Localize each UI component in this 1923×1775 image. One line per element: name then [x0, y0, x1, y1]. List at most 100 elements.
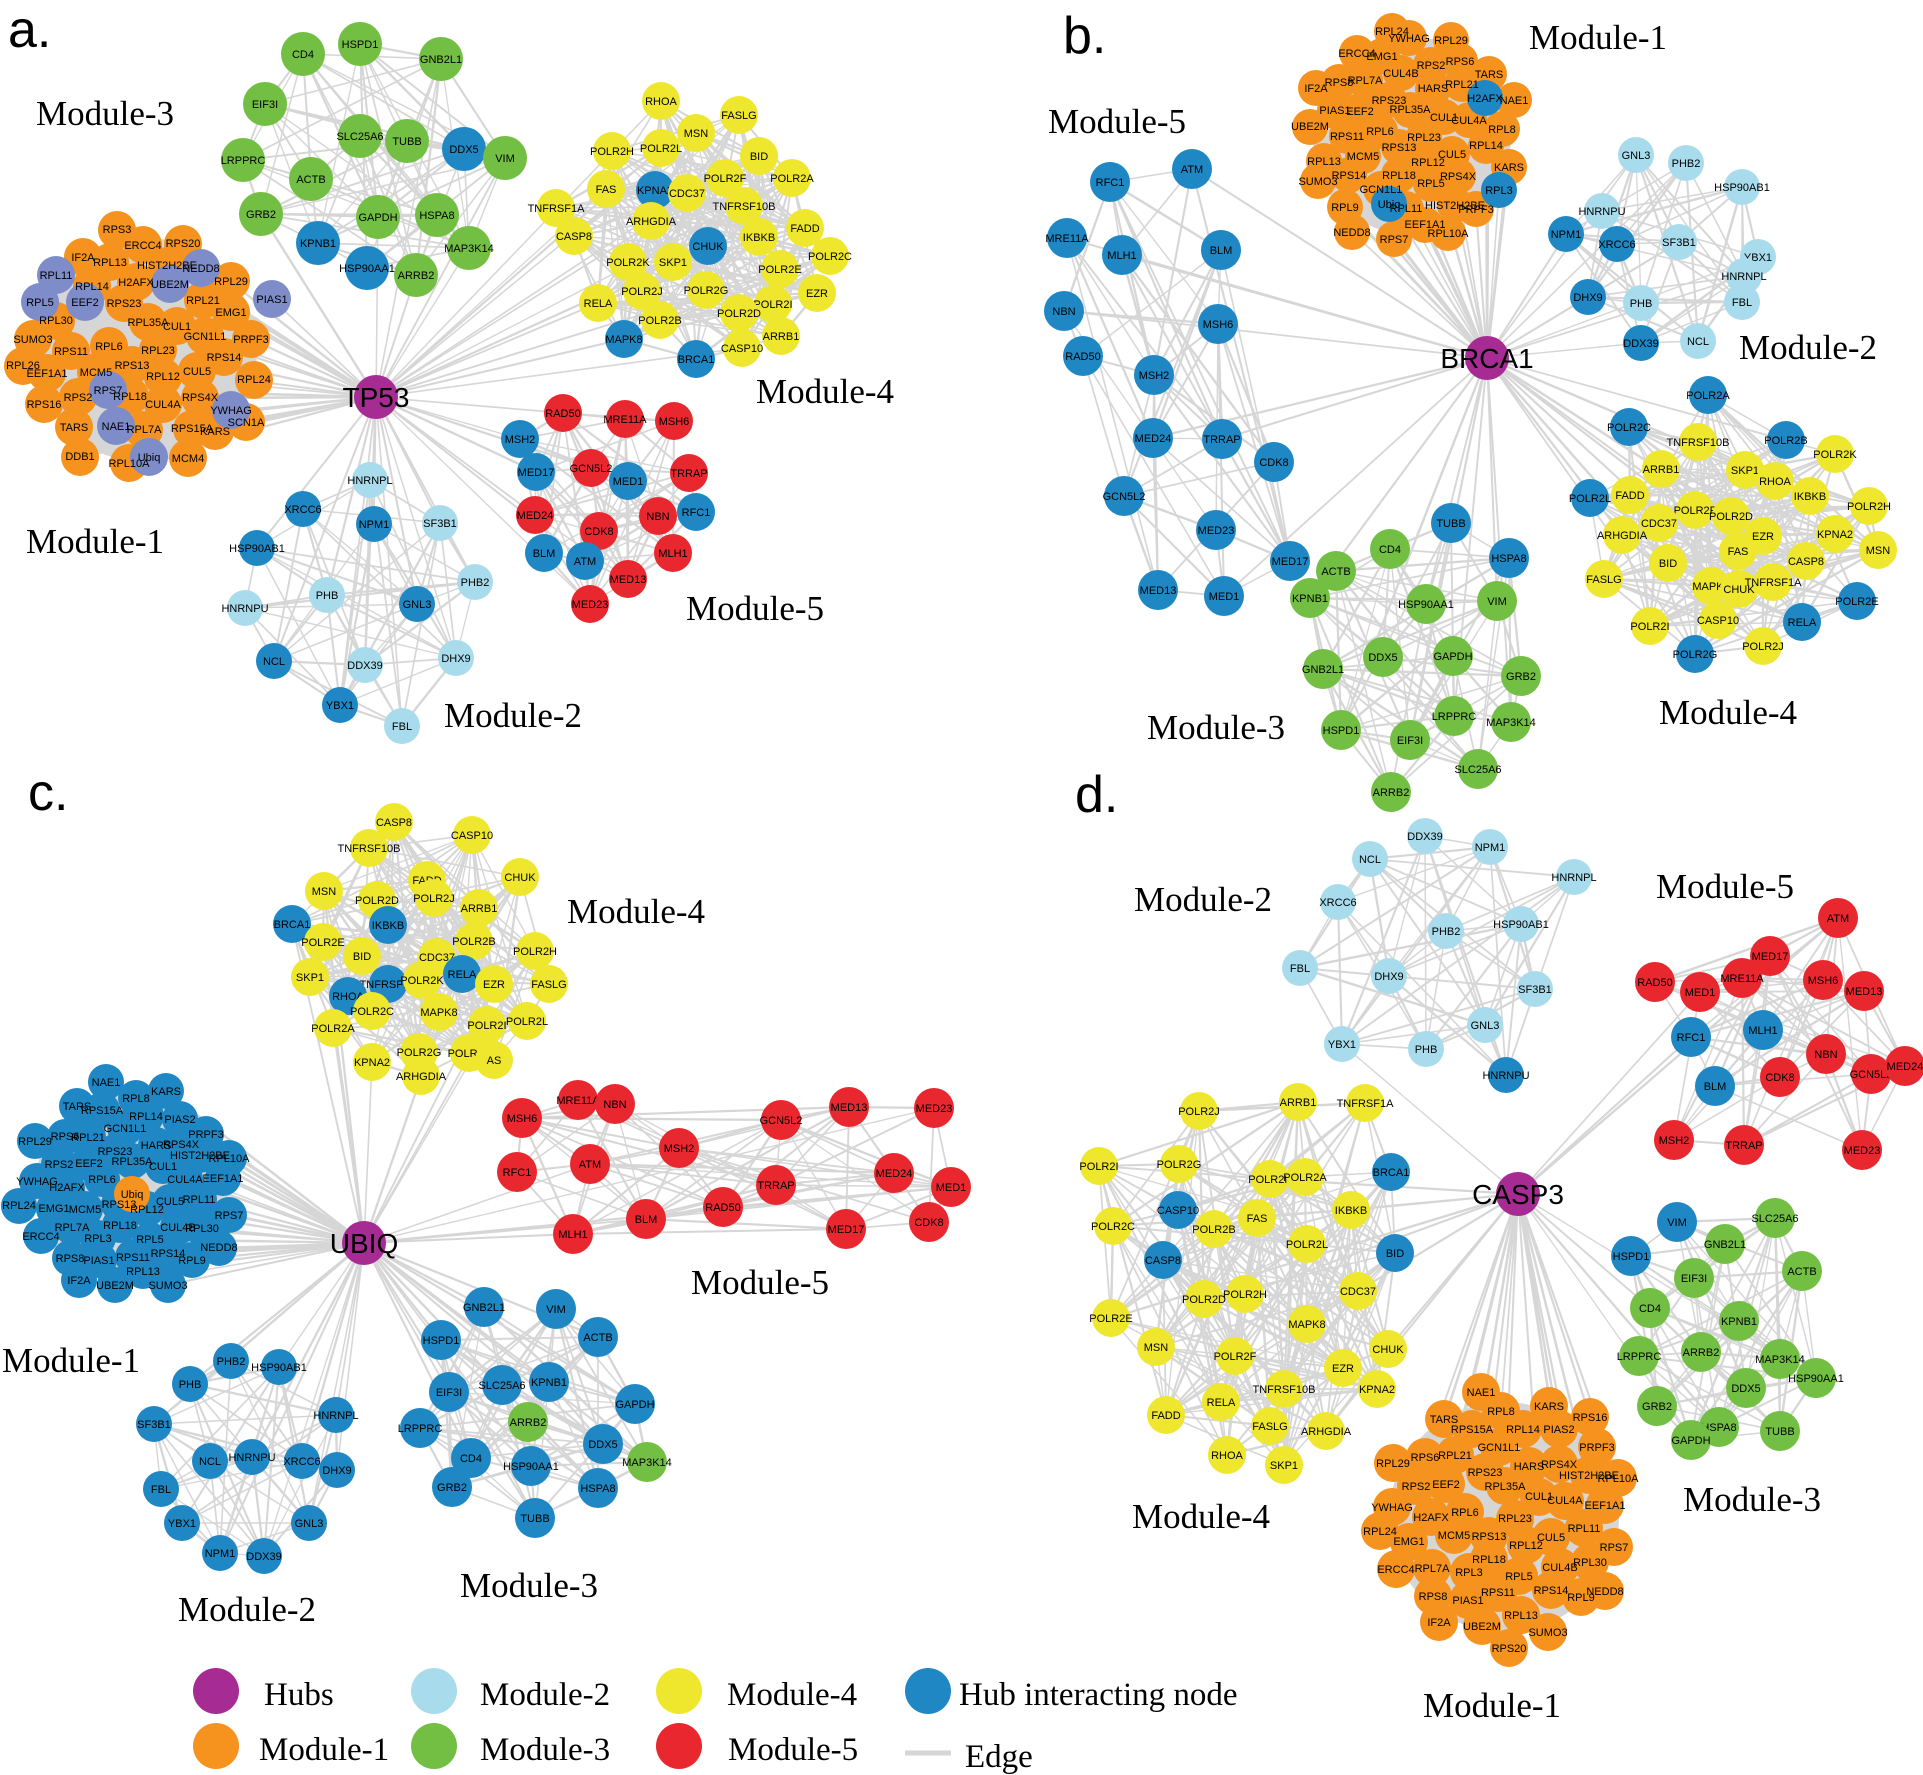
svg-text:NCL: NCL — [199, 1456, 221, 1468]
svg-text:SKP1: SKP1 — [1270, 1460, 1298, 1472]
svg-text:MSN: MSN — [312, 886, 337, 898]
svg-text:ARRB2: ARRB2 — [398, 270, 435, 282]
svg-text:EZR: EZR — [806, 288, 828, 300]
svg-text:SF3B1: SF3B1 — [1518, 984, 1552, 996]
svg-text:RPS6: RPS6 — [51, 1131, 80, 1143]
svg-text:POLR2A: POLR2A — [311, 1023, 355, 1035]
svg-text:RPL7A: RPL7A — [1348, 75, 1384, 87]
svg-text:CDC37: CDC37 — [669, 188, 705, 200]
svg-text:RPL7A: RPL7A — [1415, 1563, 1451, 1575]
svg-text:POLR2J: POLR2J — [413, 893, 455, 905]
svg-text:KPNA2: KPNA2 — [637, 185, 673, 197]
svg-text:RPL13: RPL13 — [1307, 156, 1341, 168]
svg-text:RPL24: RPL24 — [1363, 1526, 1397, 1538]
svg-text:RPS15A: RPS15A — [171, 423, 214, 435]
svg-text:HNRNPU: HNRNPU — [221, 603, 268, 615]
svg-text:KARS: KARS — [1534, 1401, 1564, 1413]
svg-text:YBX1: YBX1 — [326, 700, 354, 712]
svg-text:HSPA8: HSPA8 — [1701, 1422, 1736, 1434]
svg-text:ERCC4: ERCC4 — [124, 240, 161, 252]
svg-text:MED17: MED17 — [1272, 556, 1309, 568]
svg-text:RPL18: RPL18 — [103, 1220, 137, 1232]
svg-text:RPS8: RPS8 — [1419, 1591, 1448, 1603]
svg-text:RPL8: RPL8 — [122, 1093, 150, 1105]
svg-text:PHB2: PHB2 — [461, 577, 490, 589]
svg-text:EMG1: EMG1 — [38, 1203, 69, 1215]
svg-text:SLC25A6: SLC25A6 — [336, 131, 383, 143]
svg-text:EIF3I: EIF3I — [1397, 735, 1423, 747]
svg-text:IF2A: IF2A — [1304, 83, 1328, 95]
svg-text:Module-4: Module-4 — [1132, 1497, 1270, 1536]
svg-text:ARRB2: ARRB2 — [510, 1417, 547, 1429]
svg-text:KPNB1: KPNB1 — [1292, 593, 1328, 605]
svg-text:PHB2: PHB2 — [217, 1356, 246, 1368]
svg-text:POLR2K: POLR2K — [606, 257, 650, 269]
svg-text:RPS11: RPS11 — [54, 346, 88, 358]
svg-text:MED17: MED17 — [518, 467, 555, 479]
svg-text:MSH2: MSH2 — [1659, 1135, 1690, 1147]
svg-text:RPL13: RPL13 — [93, 257, 127, 269]
svg-text:RPL3: RPL3 — [1455, 1567, 1483, 1579]
svg-text:Module-4: Module-4 — [727, 1677, 857, 1713]
svg-text:POLR2B: POLR2B — [638, 315, 681, 327]
svg-text:CDC37: CDC37 — [1641, 518, 1677, 530]
svg-text:FADD: FADD — [1151, 1410, 1180, 1422]
svg-text:RPS16: RPS16 — [1573, 1412, 1608, 1424]
svg-text:RPS14: RPS14 — [1332, 170, 1367, 182]
svg-text:RPL6: RPL6 — [1366, 126, 1394, 138]
svg-text:DDB1: DDB1 — [65, 451, 94, 463]
svg-text:HSP90AB1: HSP90AB1 — [1493, 919, 1549, 931]
svg-text:MED24: MED24 — [1135, 433, 1172, 445]
svg-text:RFC1: RFC1 — [503, 1167, 532, 1179]
svg-text:RPS7: RPS7 — [1600, 1542, 1629, 1554]
svg-text:TRRAP: TRRAP — [670, 468, 707, 480]
svg-text:RPS23: RPS23 — [1372, 95, 1407, 107]
svg-text:ACTB: ACTB — [583, 1332, 612, 1344]
svg-text:CASP8: CASP8 — [1788, 556, 1824, 568]
svg-text:TARS: TARS — [1475, 69, 1504, 81]
svg-text:RPL5: RPL5 — [136, 1234, 164, 1246]
svg-text:YWHAG: YWHAG — [1371, 1502, 1413, 1514]
svg-text:EZR: EZR — [483, 979, 505, 991]
svg-text:BID: BID — [1386, 1248, 1404, 1260]
svg-text:RPL35A: RPL35A — [128, 317, 170, 329]
svg-text:Module-5: Module-5 — [1656, 867, 1794, 906]
svg-text:RPL13: RPL13 — [1504, 1610, 1538, 1622]
svg-text:CASP8: CASP8 — [376, 817, 412, 829]
svg-text:LRPPRC: LRPPRC — [221, 155, 266, 167]
svg-text:RFC1: RFC1 — [1096, 177, 1125, 189]
svg-text:RPL6: RPL6 — [1451, 1507, 1479, 1519]
svg-text:MAP3K14: MAP3K14 — [444, 243, 494, 255]
svg-text:Module-5: Module-5 — [691, 1263, 829, 1302]
svg-text:HSP90AA1: HSP90AA1 — [1398, 599, 1454, 611]
svg-text:NAE1: NAE1 — [1467, 1387, 1496, 1399]
svg-text:GNB2L1: GNB2L1 — [1704, 1239, 1746, 1251]
svg-text:ARHGDIA: ARHGDIA — [1301, 1426, 1352, 1438]
svg-text:MSH6: MSH6 — [507, 1113, 538, 1125]
svg-text:ACTB: ACTB — [1321, 566, 1350, 578]
svg-text:MSH6: MSH6 — [1808, 975, 1839, 987]
svg-text:TUBB: TUBB — [520, 1513, 549, 1525]
svg-text:CUL4A: CUL4A — [145, 399, 181, 411]
svg-text:IF2A: IF2A — [67, 1275, 91, 1287]
svg-text:RPS11: RPS11 — [1481, 1587, 1515, 1599]
svg-text:RPS8: RPS8 — [1325, 77, 1354, 89]
svg-text:RPL9: RPL9 — [178, 1255, 206, 1267]
svg-text:Module-5: Module-5 — [1048, 102, 1186, 141]
svg-text:POLR2D: POLR2D — [355, 895, 399, 907]
svg-text:EEF2: EEF2 — [71, 297, 99, 309]
svg-text:CASP10: CASP10 — [721, 343, 763, 355]
svg-text:RPL14: RPL14 — [1469, 140, 1503, 152]
svg-text:CUL4B: CUL4B — [1542, 1562, 1577, 1574]
svg-text:VIM: VIM — [1667, 1217, 1687, 1229]
svg-text:RPS4X: RPS4X — [1541, 1459, 1578, 1471]
svg-text:CUL5: CUL5 — [1438, 149, 1466, 161]
svg-text:SKP1: SKP1 — [659, 257, 687, 269]
svg-text:ARHGDIA: ARHGDIA — [396, 1071, 447, 1083]
svg-text:MAPK8: MAPK8 — [605, 334, 642, 346]
svg-text:PRPF3: PRPF3 — [1579, 1442, 1614, 1454]
svg-text:SKP1: SKP1 — [296, 972, 324, 984]
svg-text:EIF3I: EIF3I — [436, 1387, 462, 1399]
svg-text:PRPF3: PRPF3 — [233, 334, 268, 346]
svg-text:Module-1: Module-1 — [259, 1732, 389, 1768]
